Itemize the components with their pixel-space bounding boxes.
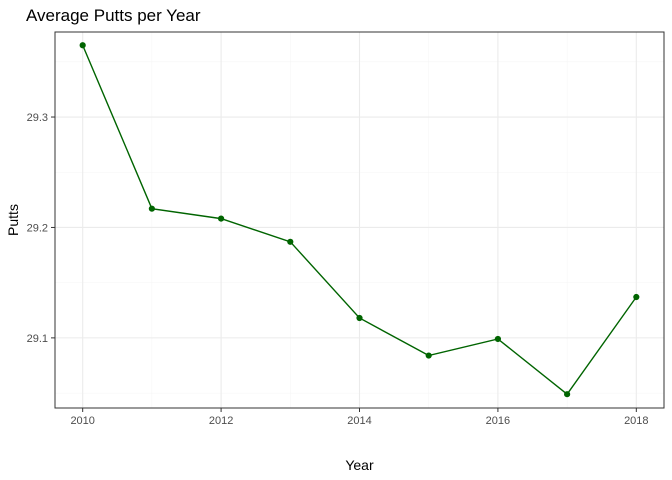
data-point — [564, 391, 571, 398]
data-point — [217, 215, 225, 222]
data-point — [356, 314, 363, 322]
grid — [55, 32, 664, 408]
x-tick-label: 2012 — [209, 415, 233, 427]
y-axis-title: Putts — [5, 204, 21, 236]
chart-title: Average Putts per Year — [26, 6, 201, 25]
y-tick-label: 29.1 — [27, 333, 48, 345]
x-axis-title: Year — [345, 457, 374, 473]
axes: 2010 2012 2014 2016 2018 29.1 29.2 29.3 — [27, 112, 649, 427]
data-point — [494, 335, 502, 343]
data-point — [287, 238, 294, 245]
y-tick-label: 29.3 — [27, 112, 48, 124]
x-tick-label: 2016 — [486, 415, 510, 427]
x-tick-label: 2010 — [70, 415, 94, 427]
data-point — [79, 42, 86, 49]
data-point — [148, 205, 155, 212]
x-tick-label: 2014 — [347, 415, 371, 427]
data-point — [633, 293, 640, 301]
x-tick-label: 2018 — [624, 415, 648, 427]
y-tick-label: 29.2 — [27, 222, 48, 234]
series-group — [79, 42, 640, 398]
data-point — [425, 352, 432, 359]
